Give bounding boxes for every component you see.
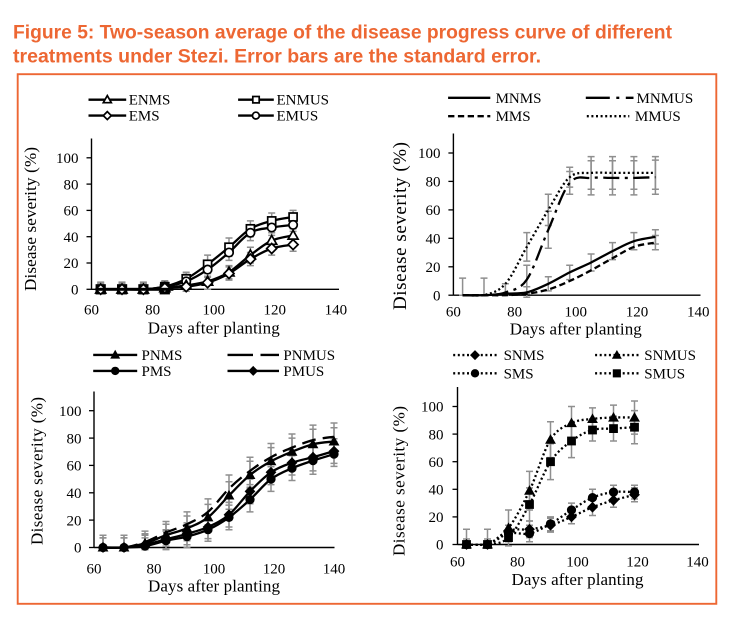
svg-text:PMUS: PMUS bbox=[283, 364, 324, 380]
svg-text:Days after planting: Days after planting bbox=[148, 577, 281, 596]
svg-text:Disease severity (%): Disease severity (%) bbox=[390, 406, 409, 556]
svg-text:20: 20 bbox=[67, 513, 82, 529]
svg-text:treatments under Stezi. Error: treatments under Stezi. Error bars are t… bbox=[13, 47, 541, 68]
svg-text:80: 80 bbox=[429, 427, 444, 443]
svg-text:EMUS: EMUS bbox=[277, 109, 319, 125]
svg-text:20: 20 bbox=[64, 256, 79, 272]
svg-text:120: 120 bbox=[626, 305, 649, 321]
svg-text:SMS: SMS bbox=[504, 366, 534, 382]
svg-text:140: 140 bbox=[686, 555, 709, 571]
svg-text:PMS: PMS bbox=[142, 364, 172, 380]
svg-text:MNMUS: MNMUS bbox=[637, 91, 694, 107]
svg-text:80: 80 bbox=[426, 175, 441, 191]
svg-text:ENMUS: ENMUS bbox=[277, 93, 330, 109]
svg-text:MMUS: MMUS bbox=[635, 109, 681, 125]
svg-text:40: 40 bbox=[429, 483, 444, 499]
svg-text:0: 0 bbox=[74, 541, 82, 557]
svg-text:100: 100 bbox=[565, 305, 588, 321]
svg-text:100: 100 bbox=[421, 400, 444, 416]
svg-text:Disease severity (%): Disease severity (%) bbox=[21, 147, 40, 291]
svg-text:120: 120 bbox=[626, 555, 649, 571]
svg-text:0: 0 bbox=[436, 538, 444, 554]
svg-text:100: 100 bbox=[202, 303, 225, 319]
svg-text:SNMUS: SNMUS bbox=[644, 348, 696, 364]
svg-text:80: 80 bbox=[507, 305, 522, 321]
svg-text:100: 100 bbox=[59, 404, 82, 420]
svg-text:60: 60 bbox=[446, 305, 461, 321]
svg-text:100: 100 bbox=[566, 555, 589, 571]
svg-text:40: 40 bbox=[426, 232, 441, 248]
svg-text:40: 40 bbox=[64, 230, 79, 246]
svg-text:80: 80 bbox=[145, 303, 160, 319]
svg-text:EMS: EMS bbox=[129, 109, 160, 125]
svg-text:0: 0 bbox=[433, 288, 441, 304]
svg-text:0: 0 bbox=[71, 283, 79, 299]
svg-text:140: 140 bbox=[323, 562, 346, 578]
svg-text:PNMS: PNMS bbox=[142, 348, 183, 364]
svg-text:80: 80 bbox=[510, 555, 525, 571]
svg-text:80: 80 bbox=[64, 177, 79, 193]
svg-text:MMS: MMS bbox=[496, 109, 531, 125]
svg-text:60: 60 bbox=[450, 555, 465, 571]
svg-text:PNMUS: PNMUS bbox=[283, 348, 335, 364]
svg-text:100: 100 bbox=[56, 151, 79, 167]
svg-text:40: 40 bbox=[67, 486, 82, 502]
svg-text:Days after planting: Days after planting bbox=[510, 320, 643, 339]
svg-text:60: 60 bbox=[87, 562, 102, 578]
svg-text:SNMS: SNMS bbox=[504, 348, 545, 364]
svg-text:80: 80 bbox=[67, 431, 82, 447]
svg-text:60: 60 bbox=[64, 204, 79, 220]
svg-text:140: 140 bbox=[687, 305, 710, 321]
svg-text:MNMS: MNMS bbox=[496, 91, 542, 107]
svg-text:100: 100 bbox=[203, 562, 226, 578]
svg-text:60: 60 bbox=[429, 455, 444, 471]
svg-text:Days after planting: Days after planting bbox=[148, 319, 281, 338]
svg-text:Days after planting: Days after planting bbox=[512, 570, 645, 589]
svg-text:Disease severity (%): Disease severity (%) bbox=[28, 397, 47, 545]
svg-text:140: 140 bbox=[325, 303, 348, 319]
svg-text:SMUS: SMUS bbox=[644, 366, 685, 382]
svg-text:80: 80 bbox=[147, 562, 162, 578]
svg-text:100: 100 bbox=[418, 146, 441, 162]
svg-text:120: 120 bbox=[263, 562, 286, 578]
svg-text:60: 60 bbox=[67, 459, 82, 475]
svg-text:20: 20 bbox=[426, 260, 441, 276]
svg-text:120: 120 bbox=[264, 303, 287, 319]
svg-text:60: 60 bbox=[84, 303, 99, 319]
svg-text:ENMS: ENMS bbox=[129, 93, 171, 109]
svg-text:Disease severity (%): Disease severity (%) bbox=[390, 142, 411, 310]
svg-text:60: 60 bbox=[426, 203, 441, 219]
svg-text:Figure 5: Two-season average o: Figure 5: Two-season average of the dise… bbox=[13, 23, 673, 44]
svg-text:20: 20 bbox=[429, 510, 444, 526]
